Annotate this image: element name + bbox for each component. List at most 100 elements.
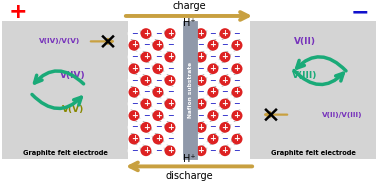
Circle shape	[220, 40, 231, 51]
Circle shape	[164, 40, 175, 51]
Circle shape	[231, 52, 243, 62]
Text: V(V): V(V)	[62, 105, 84, 114]
Bar	[2, 21, 128, 159]
Text: −: −	[155, 76, 161, 85]
Circle shape	[141, 28, 152, 39]
Circle shape	[152, 134, 164, 145]
Circle shape	[164, 63, 175, 74]
Circle shape	[208, 63, 218, 74]
Text: +: +	[131, 111, 137, 120]
Text: +: +	[222, 52, 228, 61]
Circle shape	[208, 110, 218, 121]
Text: −: −	[155, 146, 161, 155]
Circle shape	[129, 134, 139, 145]
Circle shape	[195, 98, 206, 109]
Text: +: +	[222, 29, 228, 38]
Text: +: +	[167, 99, 174, 108]
Text: +: +	[9, 2, 27, 22]
Text: +: +	[155, 40, 161, 50]
Circle shape	[231, 134, 243, 145]
Circle shape	[208, 75, 218, 86]
Text: +: +	[131, 134, 137, 143]
Text: −: −	[222, 64, 228, 73]
Bar	[183, 21, 197, 159]
Circle shape	[152, 75, 164, 86]
Circle shape	[220, 145, 231, 156]
Circle shape	[141, 110, 152, 121]
Circle shape	[195, 110, 206, 121]
Text: −: −	[155, 122, 161, 132]
Circle shape	[164, 110, 175, 121]
Text: +: +	[210, 87, 216, 96]
Circle shape	[220, 110, 231, 121]
Circle shape	[220, 134, 231, 145]
Text: −: −	[131, 29, 137, 38]
Text: −: −	[210, 76, 216, 85]
Circle shape	[195, 28, 206, 39]
Text: +: +	[234, 111, 240, 120]
Text: −: −	[155, 52, 161, 61]
Text: −: −	[210, 122, 216, 132]
Text: −: −	[198, 64, 204, 73]
Circle shape	[152, 87, 164, 98]
Circle shape	[195, 40, 206, 51]
Circle shape	[208, 134, 218, 145]
Text: +: +	[131, 64, 137, 73]
Text: −: −	[143, 64, 149, 73]
Text: −: −	[198, 87, 204, 96]
Text: +: +	[222, 76, 228, 85]
Text: −: −	[131, 76, 137, 85]
Text: −: −	[131, 146, 137, 155]
Circle shape	[220, 98, 231, 109]
Circle shape	[231, 87, 243, 98]
Text: V(IV): V(IV)	[60, 71, 86, 80]
Circle shape	[208, 145, 218, 156]
Circle shape	[164, 122, 175, 133]
Text: −: −	[234, 76, 240, 85]
Circle shape	[195, 87, 206, 98]
Circle shape	[152, 122, 164, 133]
Circle shape	[208, 98, 218, 109]
Text: +: +	[222, 122, 228, 132]
Circle shape	[195, 122, 206, 133]
Circle shape	[231, 75, 243, 86]
Circle shape	[231, 63, 243, 74]
Circle shape	[220, 87, 231, 98]
Circle shape	[231, 98, 243, 109]
Text: Nafion substrate: Nafion substrate	[187, 62, 192, 118]
Circle shape	[152, 40, 164, 51]
Circle shape	[220, 63, 231, 74]
Circle shape	[141, 87, 152, 98]
Text: +: +	[155, 87, 161, 96]
Text: −: −	[143, 111, 149, 120]
Text: H⁺: H⁺	[183, 18, 195, 28]
Text: +: +	[210, 64, 216, 73]
Circle shape	[141, 63, 152, 74]
Text: −: −	[143, 87, 149, 96]
Circle shape	[152, 52, 164, 62]
Circle shape	[129, 75, 139, 86]
Circle shape	[129, 87, 139, 98]
Circle shape	[152, 28, 164, 39]
Text: V(III): V(III)	[292, 71, 318, 80]
Circle shape	[208, 52, 218, 62]
Text: +: +	[167, 146, 174, 155]
Text: −: −	[222, 40, 228, 50]
Circle shape	[152, 110, 164, 121]
Text: V(II)/V(III): V(II)/V(III)	[322, 112, 362, 118]
Circle shape	[195, 63, 206, 74]
Circle shape	[129, 122, 139, 133]
Circle shape	[195, 52, 206, 62]
Text: −: −	[198, 134, 204, 143]
Circle shape	[220, 52, 231, 62]
Text: −: −	[210, 52, 216, 61]
Bar	[250, 21, 376, 159]
Text: +: +	[198, 29, 204, 38]
Text: −: −	[351, 2, 369, 22]
Circle shape	[129, 63, 139, 74]
Text: −: −	[167, 111, 174, 120]
Text: +: +	[210, 111, 216, 120]
Text: +: +	[155, 111, 161, 120]
Circle shape	[129, 110, 139, 121]
Circle shape	[141, 122, 152, 133]
